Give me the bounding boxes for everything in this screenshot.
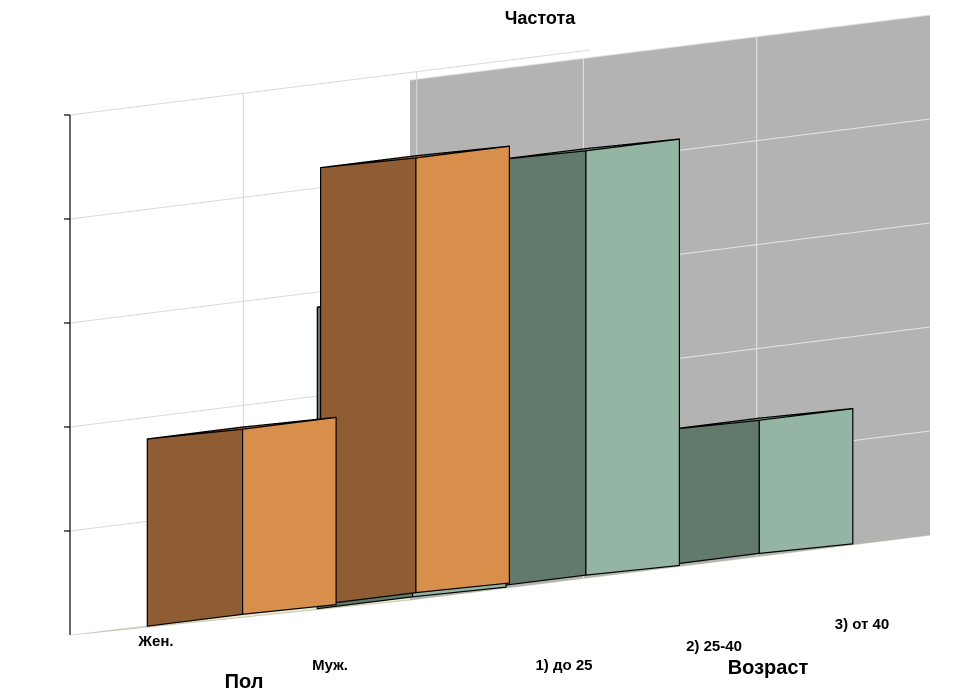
- y-tick-label-over-40: 3) от 40: [835, 616, 890, 633]
- bar-female-0: [146, 416, 337, 627]
- bar-front-face: [146, 426, 244, 627]
- z-axis-title: Частота: [505, 8, 577, 28]
- bar-side-face: [415, 145, 510, 594]
- bar-female-1: [320, 145, 510, 606]
- bar-top-face: [663, 408, 853, 431]
- bar-top-face: [490, 138, 680, 162]
- gridline-back-wall: [409, 14, 931, 81]
- y-tick-label-25-40: 2) 25-40: [686, 638, 742, 655]
- x-tick-label-male: Муж.: [312, 657, 348, 674]
- y-axis-title: Возраст: [728, 657, 809, 679]
- bar-side-face: [585, 138, 681, 576]
- bar-male-2: [663, 407, 854, 567]
- bar-top-face: [320, 145, 510, 169]
- x-tick-label-female: Жен.: [137, 633, 173, 650]
- bar-side-face: [242, 416, 337, 615]
- bar-side-face: [758, 407, 854, 555]
- y-tick-label-under-25: 1) до 25: [535, 657, 592, 674]
- gridline-left-wall: [69, 49, 591, 116]
- bar-male-1: [490, 138, 681, 588]
- bar-top-face: [147, 416, 337, 440]
- x-axis-title: Пол: [225, 671, 264, 691]
